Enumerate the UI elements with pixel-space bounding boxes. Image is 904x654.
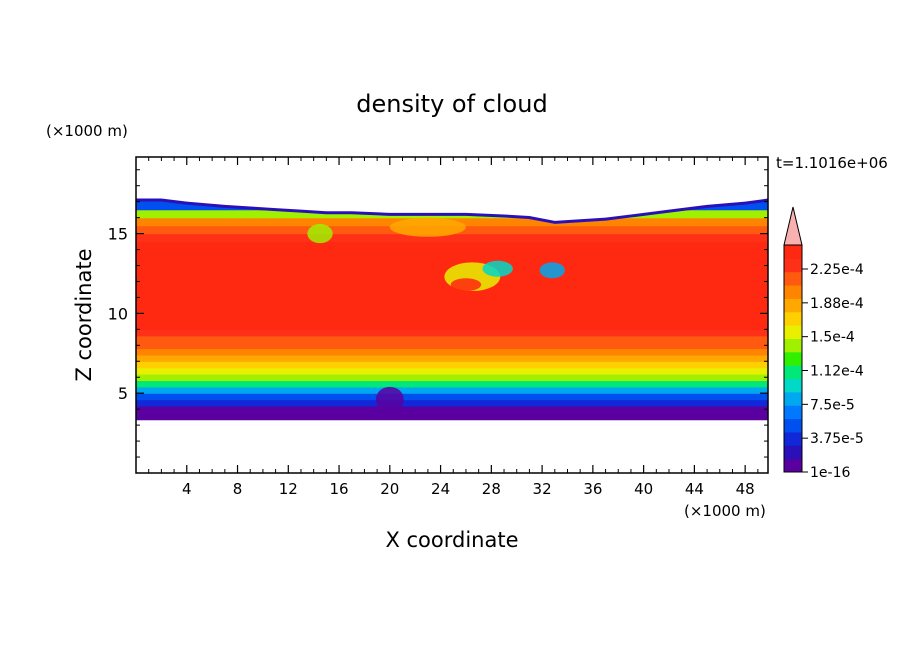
colorbar-label: 3.75e-5 — [810, 431, 864, 447]
eddy — [389, 217, 466, 237]
density-band — [136, 335, 768, 343]
colorbar-swatch — [784, 405, 802, 420]
colorbar-swatch — [784, 431, 802, 446]
density-band — [136, 249, 768, 330]
y-unit-label: (×1000 m) — [46, 122, 128, 140]
density-band — [136, 405, 768, 413]
clear-air-below — [136, 418, 768, 473]
colorbar-swatch — [784, 245, 802, 259]
colorbar-swatch — [784, 391, 802, 406]
x-tick-label: 40 — [634, 480, 653, 498]
eddy — [375, 386, 404, 413]
chart-title: density of cloud — [356, 90, 547, 118]
density-band — [136, 393, 768, 401]
eddy — [307, 224, 333, 244]
x-tick-label: 44 — [685, 480, 704, 498]
colorbar-swatch — [784, 378, 802, 393]
colorbar-swatch — [784, 351, 802, 366]
colorbar-swatch — [784, 311, 802, 326]
plot-frame — [135, 156, 769, 474]
colorbar-label: 1.12e-4 — [810, 364, 864, 380]
x-tick-label: 28 — [482, 480, 501, 498]
x-tick-label: 12 — [279, 480, 298, 498]
y-axis-label: Z coordinate — [72, 248, 96, 381]
density-band — [136, 380, 768, 388]
eddy — [539, 262, 565, 279]
colorbar-swatch — [784, 271, 802, 286]
x-tick-label: 32 — [533, 480, 552, 498]
colorbar-label: 1.88e-4 — [810, 296, 864, 312]
x-tick-label: 4 — [182, 480, 192, 498]
density-band — [136, 348, 768, 356]
x-tick-label: 24 — [431, 480, 450, 498]
density-band — [136, 412, 768, 420]
density-band — [136, 329, 768, 337]
colorbar-swatch — [784, 365, 802, 380]
density-band — [136, 361, 768, 369]
time-label: t=1.1016e+06 — [776, 154, 888, 172]
colorbar-swatch — [784, 445, 802, 460]
colorbar-swatch — [784, 298, 802, 313]
colorbar-frame — [783, 244, 803, 473]
x-tick-label: 16 — [330, 480, 349, 498]
colorbar-swatch — [784, 258, 802, 273]
x-tick-label: 48 — [736, 480, 755, 498]
colorbar-extend-arrow — [783, 206, 803, 246]
colorbar-label: 2.25e-4 — [810, 262, 864, 278]
colorbar-swatch — [784, 338, 802, 353]
x-tick-label: 8 — [233, 480, 243, 498]
x-tick-label: 20 — [380, 480, 399, 498]
density-band — [136, 354, 768, 362]
x-axis-label: X coordinate — [385, 528, 518, 552]
x-unit-label: (×1000 m) — [684, 502, 766, 520]
colorbar-label: 1.5e-4 — [810, 330, 855, 346]
colorbar-swatch — [784, 285, 802, 299]
clear-air-above — [136, 157, 768, 221]
density-band — [136, 367, 768, 375]
y-tick-label: 10 — [108, 304, 128, 323]
cloud-top-edge — [136, 195, 768, 224]
y-tick-label: 15 — [108, 225, 128, 244]
eddy — [450, 278, 482, 292]
density-band — [136, 342, 768, 350]
cloud-density-field — [136, 157, 768, 473]
eddy — [482, 260, 513, 277]
density-band — [136, 386, 768, 394]
density-band — [136, 399, 768, 407]
colorbar-label: 7.5e-5 — [810, 397, 855, 413]
colorbar-swatch — [784, 458, 802, 473]
density-band — [136, 374, 768, 382]
colorbar-swatch — [784, 325, 802, 339]
colorbar: 2.25e-4 1.88e-4 1.5e-4 1.12e-4 7.5e-5 3.75e-5… — [783, 206, 864, 481]
x-tick-label: 36 — [583, 480, 602, 498]
colorbar-label: 1e-16 — [810, 465, 850, 481]
y-tick-label: 5 — [118, 384, 128, 403]
density-band — [136, 241, 768, 251]
colorbar-swatch — [784, 418, 802, 433]
density-band — [136, 233, 768, 243]
